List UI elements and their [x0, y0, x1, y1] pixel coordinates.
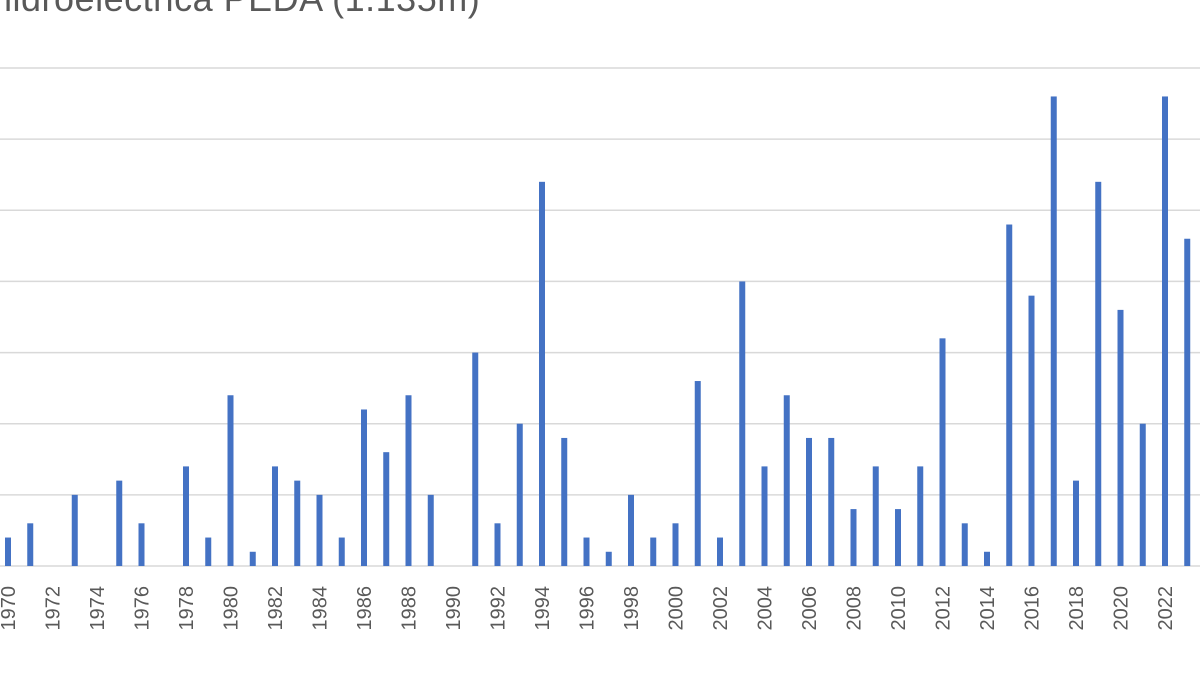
bar-1988: [405, 395, 412, 566]
bar-1980: [227, 395, 234, 566]
x-tick-label: 1970: [0, 586, 20, 631]
x-tick-label: 1998: [621, 586, 643, 631]
bar-2008: [850, 509, 857, 566]
bar-2020: [1117, 309, 1124, 566]
x-tick-label: 1984: [310, 586, 332, 631]
bar-2014: [984, 551, 990, 566]
bar-1992: [494, 523, 501, 566]
bar-1986: [361, 409, 367, 566]
bars: [5, 96, 1191, 567]
bar-2001: [694, 381, 701, 566]
x-tick-label: 1972: [43, 586, 65, 631]
bar-1970: [5, 537, 11, 566]
bar-1979: [205, 537, 212, 566]
gridlines: [0, 67, 1200, 567]
x-tick-label: 1994: [532, 586, 554, 631]
x-tick-label: 2010: [888, 586, 910, 631]
bar-2005: [783, 395, 790, 566]
bar-1991: [472, 352, 479, 566]
x-tick-label: 2004: [755, 586, 777, 631]
bar-2003: [739, 281, 746, 566]
bar-2006: [806, 437, 812, 566]
x-tick-label: 2000: [666, 586, 688, 631]
bar-1985: [338, 537, 345, 566]
bar-2000: [672, 523, 679, 566]
x-tick-label: 2006: [799, 586, 821, 631]
bar-1976: [138, 523, 145, 566]
bar-1982: [272, 466, 278, 566]
x-tick-label: 1986: [354, 586, 376, 631]
x-tick-label: 1988: [399, 586, 421, 631]
bar-1987: [383, 452, 390, 566]
bar-1995: [561, 437, 568, 566]
bar-1975: [116, 480, 123, 566]
bar-2009: [872, 466, 879, 566]
x-tick-label: 1996: [577, 586, 599, 631]
x-tick-label: 2012: [933, 586, 955, 631]
x-tick-label: 1974: [87, 586, 109, 631]
bar-2023: [1184, 238, 1191, 566]
x-tick-label: 1978: [176, 586, 198, 631]
bar-1996: [583, 537, 590, 566]
x-tick-label: 2002: [710, 586, 732, 631]
bar-1993: [516, 423, 523, 566]
bar-1984: [316, 494, 323, 566]
bar-1978: [183, 466, 189, 566]
bar-2011: [917, 466, 924, 566]
bar-1998: [628, 494, 634, 566]
bar-1983: [294, 480, 301, 566]
bar-1971: [27, 523, 34, 566]
bar-1989: [427, 494, 434, 566]
bar-2010: [895, 509, 901, 566]
x-tick-label: 1992: [488, 586, 510, 631]
x-tick-label: 2020: [1111, 586, 1133, 631]
x-tick-label: 2022: [1155, 586, 1177, 631]
x-tick-label: 2016: [1022, 586, 1044, 631]
bar-1994: [539, 181, 545, 567]
bar-2017: [1050, 96, 1057, 566]
bar-2016: [1028, 295, 1035, 566]
bar-1973: [71, 494, 78, 566]
bar-2002: [717, 537, 723, 566]
x-tick-label: 1990: [443, 586, 465, 631]
bar-2021: [1139, 423, 1146, 566]
x-tick-label: 2008: [844, 586, 866, 631]
x-tick-label: 1980: [221, 586, 243, 631]
bar-2013: [961, 523, 968, 566]
bar-2022: [1162, 96, 1168, 566]
bar-1981: [249, 551, 256, 566]
bar-1999: [650, 537, 657, 566]
bar-2018: [1073, 480, 1079, 566]
x-axis-ticks: 1970 1972 1974 1976 1978 1980 1982 1984 1986 1988…: [0, 586, 1177, 631]
chart-title: hidroeléctrica PEDA (1.135m): [0, 0, 480, 20]
x-tick-label: 1976: [132, 586, 154, 631]
x-tick-label: 2018: [1066, 586, 1088, 631]
bar-2004: [761, 466, 768, 566]
bar-2019: [1095, 181, 1102, 567]
x-tick-label: 1982: [265, 586, 287, 631]
x-tick-label: 2014: [977, 586, 999, 631]
bar-1997: [605, 551, 612, 566]
bar-2012: [939, 338, 946, 566]
bar-2015: [1006, 224, 1013, 566]
bar-2007: [828, 437, 835, 566]
